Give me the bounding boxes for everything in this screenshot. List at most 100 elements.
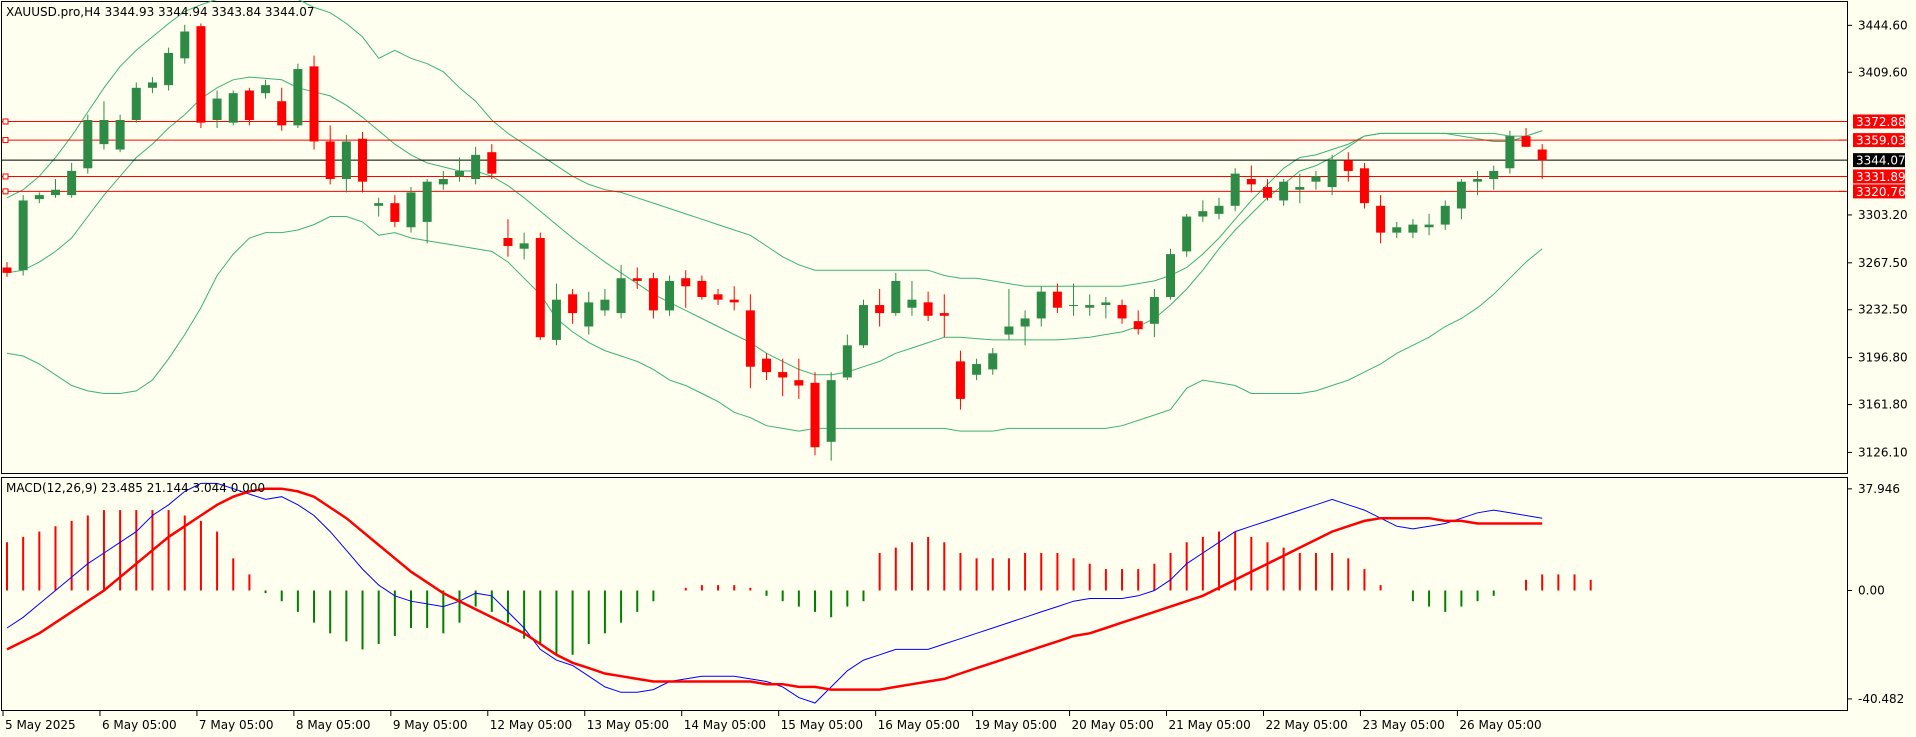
candle-body xyxy=(1505,136,1515,169)
level-anchor xyxy=(2,173,9,180)
candle-body xyxy=(697,280,707,297)
price-axis-label: 3409.60 xyxy=(1858,65,1908,79)
candles xyxy=(2,23,1547,461)
candle-body xyxy=(1117,305,1127,319)
bollinger-upper-line xyxy=(6,0,1543,287)
candle-body xyxy=(988,353,998,370)
candle-body xyxy=(551,299,561,340)
price-axis-label: 3126.10 xyxy=(1858,445,1908,459)
time-axis-label: 16 May 05:00 xyxy=(878,718,960,732)
candle-body xyxy=(1166,254,1176,297)
price-axis-label: 3267.50 xyxy=(1858,256,1908,270)
candle-body xyxy=(422,181,432,222)
candle-body xyxy=(600,299,610,311)
candle-body xyxy=(535,238,545,338)
candle-body xyxy=(454,170,464,177)
candle-body xyxy=(568,294,578,314)
candle-body xyxy=(972,364,982,375)
time-axis-label: 8 May 05:00 xyxy=(296,718,371,732)
macd-axis-label: 37.946 xyxy=(1858,482,1900,496)
macd-panel[interactable] xyxy=(1,477,1848,711)
candle-body xyxy=(228,93,238,123)
candle-body xyxy=(115,120,125,150)
time-axis-label: 22 May 05:00 xyxy=(1265,718,1347,732)
candle-body xyxy=(1327,160,1337,188)
candle-body xyxy=(875,305,885,314)
candle-body xyxy=(147,82,157,88)
macd-axis-label: -40.482 xyxy=(1858,692,1904,706)
level-anchor xyxy=(2,137,9,144)
candle-body xyxy=(1182,216,1192,252)
time-axis-label: 5 May 2025 xyxy=(5,718,76,732)
candle-body xyxy=(18,200,28,271)
level-price-label: 3372.88 xyxy=(1856,115,1906,129)
candle-body xyxy=(1408,224,1418,233)
candle-body xyxy=(616,278,626,314)
price-title: XAUUSD.pro,H4 3344.93 3344.94 3343.84 33… xyxy=(6,5,315,19)
candle-body xyxy=(1359,168,1369,204)
level-price-tag xyxy=(1853,184,1905,199)
time-axis-label: 12 May 05:00 xyxy=(490,718,572,732)
candle-body xyxy=(1101,302,1111,306)
level-price-label: 3359.03 xyxy=(1856,134,1906,148)
candle-body xyxy=(261,85,271,94)
candle-body xyxy=(810,382,820,448)
candle-body xyxy=(34,195,44,200)
candle-body xyxy=(99,120,109,145)
price-axis-label: 3196.80 xyxy=(1858,351,1908,365)
candle-body xyxy=(778,372,788,378)
macd-signal-line xyxy=(6,487,1543,691)
level-price-tag xyxy=(1853,169,1905,184)
candle-body xyxy=(341,141,351,179)
price-panel[interactable] xyxy=(1,1,1848,474)
time-axis-label: 26 May 05:00 xyxy=(1459,718,1541,732)
candle-body xyxy=(406,192,416,228)
candle-body xyxy=(83,120,93,169)
bollinger-lower-line xyxy=(6,216,1543,432)
candle-body xyxy=(1456,181,1466,209)
candle-body xyxy=(212,98,222,120)
candle-body xyxy=(1230,173,1240,206)
candle-body xyxy=(67,170,77,196)
candle-body xyxy=(131,87,141,120)
price-axis-label: 3232.50 xyxy=(1858,303,1908,317)
time-axis-label: 13 May 05:00 xyxy=(587,718,669,732)
candle-body xyxy=(1133,321,1143,330)
candle-body xyxy=(713,294,723,300)
candle-body xyxy=(1295,187,1305,190)
candle-body xyxy=(1004,326,1014,335)
candle-body xyxy=(955,361,965,399)
level-anchor xyxy=(2,118,9,125)
macd-title: MACD(12,26,9) 23.485 21.144 3.044 0.000 xyxy=(6,481,265,495)
level-price-label: 3331.89 xyxy=(1856,170,1906,184)
candle-body xyxy=(1521,136,1531,147)
candle-body xyxy=(438,179,448,185)
current-price-label: 3344.07 xyxy=(1856,154,1906,168)
candle-body xyxy=(1376,205,1386,233)
candle-body xyxy=(1052,291,1062,308)
candle-body xyxy=(907,299,917,308)
time-axis-label: 6 May 05:00 xyxy=(102,718,177,732)
current-price-tag xyxy=(1853,153,1905,168)
candle-body xyxy=(858,305,868,346)
candle-body xyxy=(584,302,594,327)
candle-body xyxy=(1489,170,1499,179)
candle-body xyxy=(503,238,513,247)
candle-body xyxy=(1214,205,1224,214)
price-axis-label: 3303.20 xyxy=(1858,208,1908,222)
axes: 3444.60 3409.60 3303.20 3267.50 3232.50 3196.… xyxy=(2,18,1908,732)
candle-body xyxy=(648,278,658,311)
candle-body xyxy=(1020,318,1030,327)
candle-body xyxy=(1392,227,1402,233)
candle-body xyxy=(1473,179,1483,182)
candle-body xyxy=(374,203,384,206)
candle-body xyxy=(729,299,739,303)
candle-body xyxy=(196,26,206,123)
candle-body xyxy=(1424,224,1434,228)
candle-body xyxy=(842,345,852,378)
time-axis-label: 20 May 05:00 xyxy=(1072,718,1154,732)
candle-body xyxy=(1069,305,1079,307)
candle-body xyxy=(1085,305,1095,308)
